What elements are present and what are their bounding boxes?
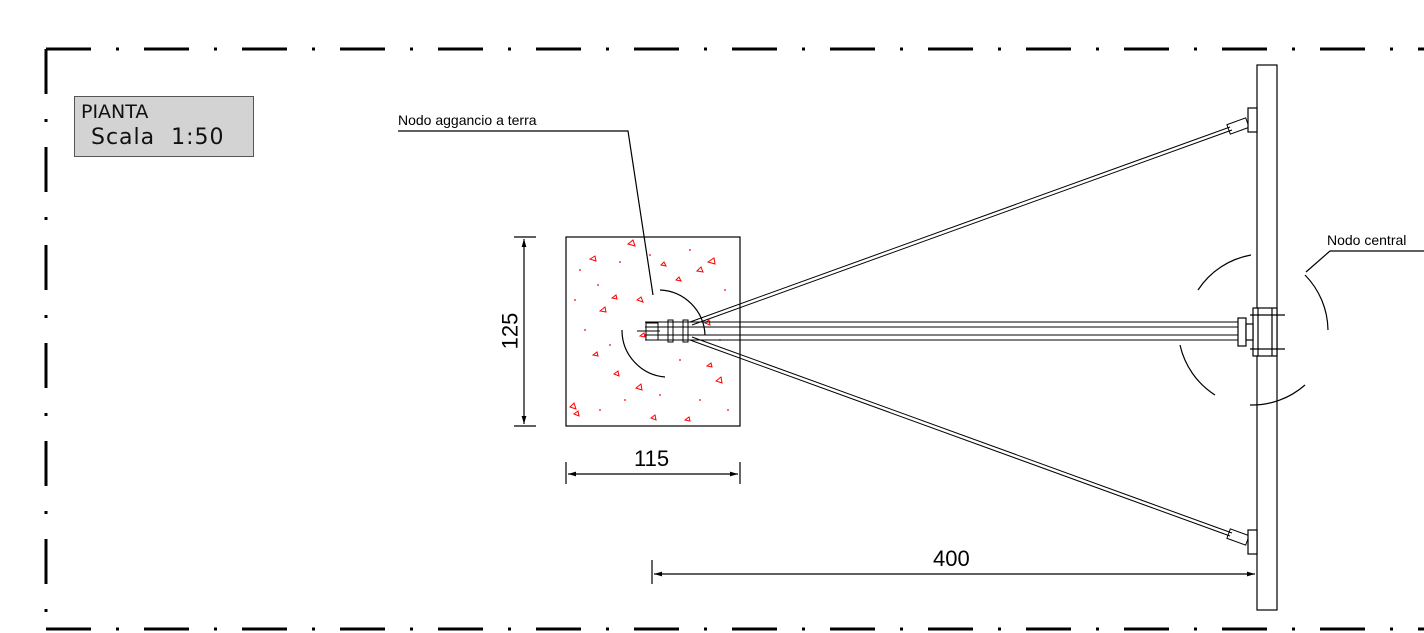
central-node-detail xyxy=(1179,254,1329,406)
tie-fittings xyxy=(1226,117,1250,546)
title-heading: PIANTA xyxy=(81,101,149,123)
dim-span-line xyxy=(651,560,1255,584)
central-strut xyxy=(637,319,1238,343)
dim-width-label: 115 xyxy=(634,446,670,471)
dim-height-line xyxy=(514,236,536,427)
callout-central-node: Nodo central xyxy=(1327,232,1407,248)
dim-height-label: 125 xyxy=(497,312,523,350)
dim-width-line xyxy=(565,462,741,484)
title-block: PIANTA Scala 1:50 xyxy=(74,96,254,157)
callout-ground-node: Nodo aggancio a terra xyxy=(398,112,537,128)
central-node-plate xyxy=(1237,307,1285,357)
title-scale: Scala 1:50 xyxy=(91,125,225,150)
concrete-dots xyxy=(574,249,729,411)
tie-cables xyxy=(689,126,1233,537)
drawing-border xyxy=(44,47,1424,631)
concrete-hatch xyxy=(569,239,723,422)
callout-leaders xyxy=(398,130,1424,296)
dim-span-label: 400 xyxy=(933,546,970,571)
